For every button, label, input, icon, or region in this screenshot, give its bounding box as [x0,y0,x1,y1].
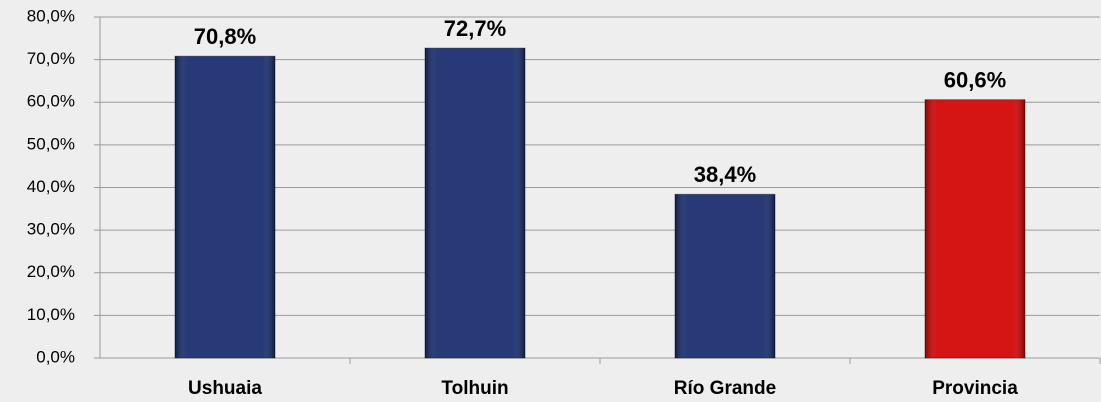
value-label: 38,4% [694,162,756,187]
x-tick-label: Tolhuin [441,378,508,399]
y-tick-label: 60,0% [27,92,75,111]
x-tick-label: Provincia [932,378,1018,399]
y-tick-label: 10,0% [27,305,75,324]
y-tick-label: 50,0% [27,134,75,153]
y-tick-label: 0,0% [36,347,75,366]
value-label: 72,7% [444,16,506,41]
y-tick-label: 40,0% [27,177,75,196]
bar-shade [425,48,525,359]
y-tick-label: 20,0% [27,262,75,281]
x-tick-label: Río Grande [674,378,776,399]
y-tick-label: 70,0% [27,49,75,68]
bar-shade [675,194,775,358]
value-label: 60,6% [944,68,1006,93]
y-tick-label: 30,0% [27,220,75,239]
value-label: 70,8% [194,24,256,49]
y-tick-label: 80,0% [27,6,75,25]
bar-shade [175,56,275,359]
x-tick-label: Ushuaia [188,378,262,399]
bar-shade [925,99,1025,358]
